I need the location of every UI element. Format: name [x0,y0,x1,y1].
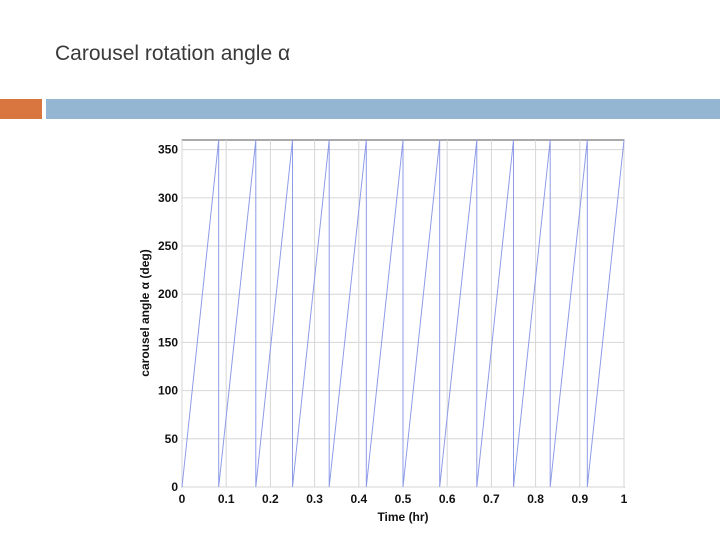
x-tick-label: 0.3 [306,492,323,506]
y-tick-label: 0 [171,480,178,494]
x-tick-label: 0 [179,492,186,506]
y-tick-label: 250 [158,239,178,253]
y-tick-label: 350 [158,143,178,157]
x-tick-label: 0.7 [483,492,500,506]
y-tick-label: 150 [158,335,178,349]
angle-series-line [181,139,625,488]
y-tick-label: 200 [158,287,178,301]
y-tick-label: 50 [165,432,179,446]
title-accent-bar-blue [46,99,720,119]
x-tick-label: 0.8 [527,492,544,506]
y-tick-label: 300 [158,191,178,205]
x-tick-label: 1 [621,492,628,506]
y-axis-label: carousel angle α (deg) [138,249,152,376]
x-tick-label: 0.2 [262,492,279,506]
x-tick-label: 0.6 [439,492,456,506]
slide-title: Carousel rotation angle α [55,42,291,65]
y-tick-label: 100 [158,384,178,398]
title-accent-bar-orange [0,99,42,119]
tick-labels: 0 0.1 0.2 0.3 0.4 0.5 0.6 0.7 0.8 0.9 1 0 50 100 150 20… [158,143,628,506]
x-tick-label: 0.1 [218,492,235,506]
x-tick-label: 0.4 [350,492,367,506]
x-axis-label: Time (hr) [377,510,428,524]
series-layer [181,139,625,488]
x-tick-label: 0.9 [571,492,588,506]
x-tick-label: 0.5 [395,492,412,506]
